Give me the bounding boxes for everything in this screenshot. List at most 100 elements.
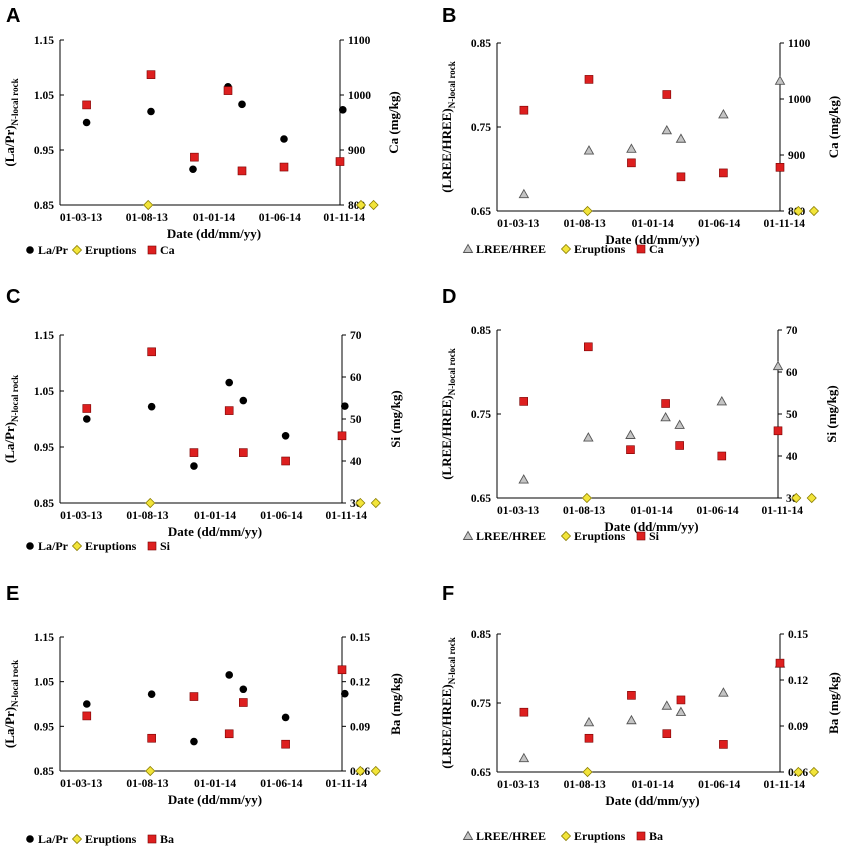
square-point <box>519 105 529 115</box>
circle-point <box>147 107 155 116</box>
circle-point <box>238 100 246 109</box>
left-tick-label: 0.65 <box>471 493 491 505</box>
triangle-point <box>583 145 595 155</box>
diamond-point <box>145 497 156 509</box>
legend-marker <box>147 245 157 255</box>
legend-label: Eruptions <box>85 832 137 846</box>
legend-label: La/Pr <box>38 539 69 553</box>
legend-label: LREE/HREE <box>476 529 546 543</box>
circle-point <box>225 378 233 387</box>
series-eruptions <box>145 497 381 509</box>
triangle-point <box>626 714 637 725</box>
triangle-point <box>674 419 685 429</box>
legend-marker <box>636 244 646 254</box>
legend-marker <box>147 834 157 844</box>
x-tick-label: 01-08-13 <box>564 218 606 230</box>
square-point <box>239 698 248 707</box>
x-tick-label: 01-06-14 <box>698 779 740 791</box>
diamond-point <box>355 765 366 777</box>
series-lree-hree <box>518 360 784 484</box>
left-tick-label: 0.95 <box>34 721 54 733</box>
square-point <box>224 729 234 739</box>
square-point <box>627 691 636 700</box>
left-tick-label: 0.85 <box>34 498 54 510</box>
x-tick-label: 01-03-13 <box>497 505 539 517</box>
legend-marker <box>147 541 157 551</box>
left-tick-label: 0.65 <box>471 206 491 218</box>
square-point <box>675 441 684 450</box>
legend-label: Eruptions <box>574 529 626 543</box>
legend-marker <box>26 835 34 843</box>
diamond-point <box>806 492 817 504</box>
legend-label: Eruptions <box>85 539 137 553</box>
triangle-point <box>718 108 729 119</box>
legend-marker <box>560 243 572 255</box>
circle-point <box>341 689 349 698</box>
panel-label: E <box>6 583 19 605</box>
legend-marker <box>71 244 83 256</box>
square-point <box>281 456 290 466</box>
series-ca <box>519 75 785 182</box>
circle-point <box>82 118 91 127</box>
right-axis-title: Si (mg/kg) <box>824 385 839 442</box>
x-axis-title: Date (dd/mm/yy) <box>167 226 261 241</box>
circle-point <box>190 737 198 746</box>
left-axis-title: (LREE/HREE)N-local rock <box>439 637 457 769</box>
series-la-pr <box>82 378 349 470</box>
series-si <box>82 347 347 466</box>
circle-point <box>189 165 197 174</box>
square-point <box>337 431 347 441</box>
square-point <box>519 707 529 717</box>
circle-point <box>281 432 290 440</box>
left-tick-label: 0.95 <box>34 145 54 157</box>
triangle-point <box>583 716 595 727</box>
x-tick-label: 01-06-14 <box>260 510 302 522</box>
panel-b: B0.650.750.858009001000110001-03-1301-08… <box>439 5 841 256</box>
x-tick-label: 01-06-14 <box>260 778 302 790</box>
series-eruptions <box>582 205 820 217</box>
right-tick-label: 70 <box>350 330 362 342</box>
square-point <box>147 733 156 743</box>
triangle-point <box>675 706 687 716</box>
x-tick-label: 01-01-14 <box>632 218 674 230</box>
diamond-point <box>143 199 154 211</box>
square-point <box>335 157 345 166</box>
x-tick-label: 01-06-14 <box>696 505 738 517</box>
right-tick-label: 0.09 <box>350 721 370 733</box>
right-tick-label: 40 <box>350 456 362 468</box>
right-tick-label: 0.09 <box>788 721 808 733</box>
square-point <box>775 163 785 172</box>
legend: LREE/HREE Eruptions Ba <box>462 829 663 843</box>
x-tick-label: 01-11-14 <box>323 212 365 224</box>
legend-label: LREE/HREE <box>476 242 546 256</box>
left-tick-label: 0.75 <box>471 122 491 134</box>
series-eruptions <box>581 492 817 504</box>
x-axis-title: Date (dd/mm/yy) <box>605 793 699 808</box>
x-tick-label: 01-11-14 <box>763 218 805 230</box>
legend-label: Ca <box>649 242 664 256</box>
x-tick-label: 01-08-13 <box>564 779 606 791</box>
left-tick-label: 0.85 <box>34 766 54 778</box>
circle-point <box>147 690 156 698</box>
left-tick-label: 0.85 <box>471 629 491 641</box>
x-tick-label: 01-03-13 <box>497 779 539 791</box>
series-lree-hree <box>518 75 786 199</box>
legend: La/Pr Eruptions Ca <box>26 243 175 257</box>
square-point <box>189 448 199 457</box>
diamond-point <box>355 497 366 509</box>
right-tick-label: 0.15 <box>788 629 808 641</box>
legend-marker <box>462 530 474 540</box>
square-point <box>190 152 199 162</box>
x-tick-label: 01-11-14 <box>325 778 367 790</box>
square-point <box>239 448 248 457</box>
legend-marker <box>462 830 474 840</box>
legend: LREE/HREE Eruptions Ca <box>462 242 664 256</box>
x-axis-title: Date (dd/mm/yy) <box>604 519 698 534</box>
legend-marker <box>636 531 646 541</box>
x-tick-label: 01-01-14 <box>193 212 235 224</box>
legend: LREE/HREE Eruptions Si <box>462 529 660 543</box>
square-point <box>717 451 727 461</box>
left-tick-label: 1.05 <box>34 677 54 689</box>
square-point <box>189 692 199 701</box>
series-ba <box>519 658 785 749</box>
